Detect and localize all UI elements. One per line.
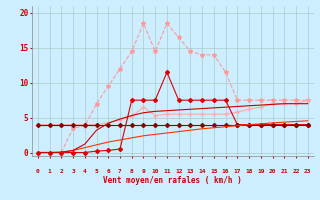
X-axis label: Vent moyen/en rafales ( km/h ): Vent moyen/en rafales ( km/h ) xyxy=(103,176,242,185)
